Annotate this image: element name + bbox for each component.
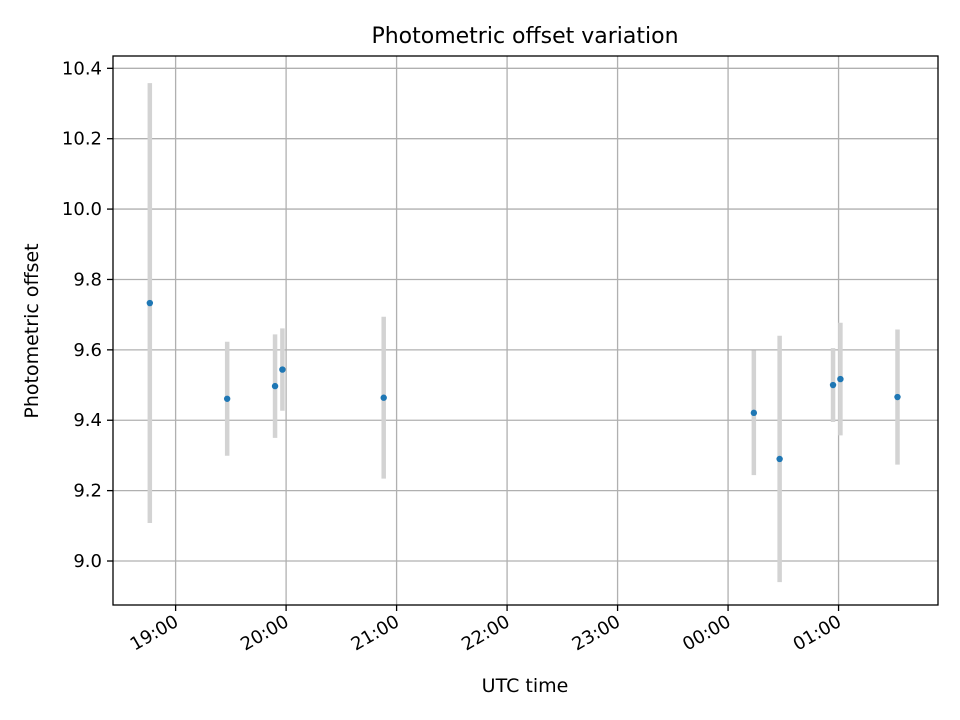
y-tick-label: 10.0: [62, 199, 102, 220]
data-points: [146, 299, 901, 463]
data-point: [894, 393, 901, 401]
data-point: [750, 409, 758, 417]
y-tick-label: 9.6: [73, 340, 102, 361]
data-point: [837, 375, 844, 383]
y-axis-label: Photometric offset: [21, 243, 43, 418]
data-point: [776, 455, 783, 463]
data-point: [279, 366, 286, 373]
x-axis-label: UTC time: [482, 675, 569, 697]
y-tick-label: 9.0: [73, 551, 102, 572]
data-point: [271, 382, 279, 390]
data-point: [146, 299, 154, 307]
plot-frame: [112, 55, 939, 606]
grid: [113, 56, 938, 605]
data-point: [223, 395, 231, 402]
y-tick-label: 9.4: [73, 410, 102, 431]
y-tick-label: 10.4: [62, 58, 102, 79]
y-tick-label: 9.8: [73, 269, 102, 290]
y-tick-label: 9.2: [73, 481, 102, 502]
y-axis-ticks: 9.0 9.2 9.4 9.6 9.8 10.0 10.2 10.4: [62, 58, 113, 572]
y-tick-label: 10.2: [62, 129, 102, 150]
chart-title: Photometric offset variation: [371, 24, 678, 49]
data-point: [380, 394, 387, 401]
data-point: [829, 381, 837, 389]
